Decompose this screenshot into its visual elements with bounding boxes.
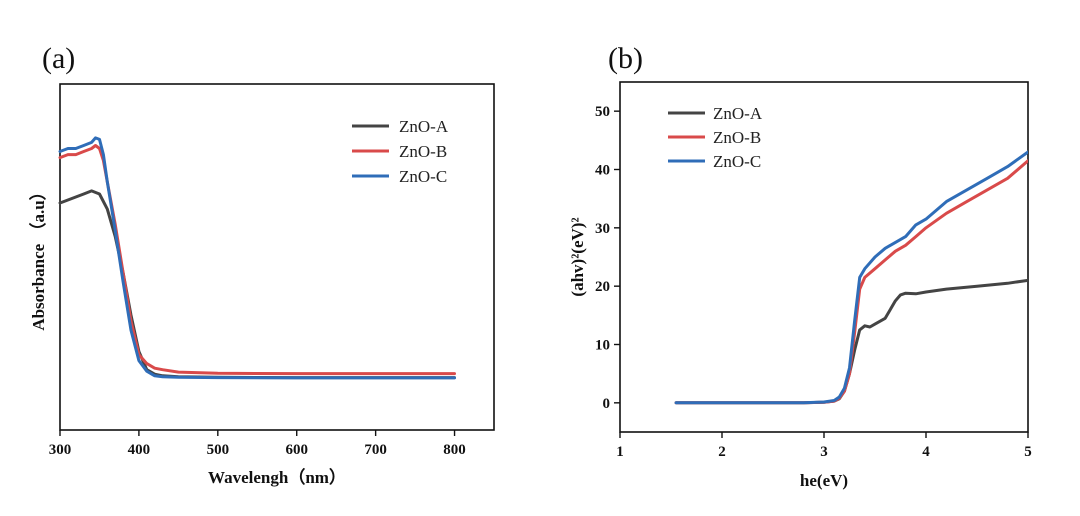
panel-b-legend-label-zno-b: ZnO-B [713, 128, 761, 147]
panel-b-plot-frame [619, 81, 1029, 433]
panel-b-x-tick-label: 2 [718, 444, 726, 460]
panel-b-legend-label-zno-c: ZnO-C [713, 152, 761, 171]
panel-a-x-axis-title: Wavelengh（nm） [208, 467, 346, 487]
panel-a-legend-label-zno-c: ZnO-C [399, 167, 447, 186]
panel-b-y-tick-label: 0 [603, 396, 611, 412]
panel-a-plot-frame [59, 83, 495, 431]
panel-a-legend-label-zno-a: ZnO-A [399, 117, 449, 136]
panel-b-series [674, 150, 1028, 405]
panel-a-x-tick-label: 600 [285, 442, 308, 458]
panel-b-legend: ZnO-A ZnO-B ZnO-C [668, 104, 763, 171]
panel-b-y-tick-label: 10 [595, 338, 610, 354]
panel-a-x-tick-label: 700 [364, 442, 387, 458]
panel-a-legend-label-zno-b: ZnO-B [399, 142, 447, 161]
panel-b-legend-label-zno-a: ZnO-A [713, 104, 763, 123]
panel-b-x-tick-label: 5 [1024, 444, 1032, 460]
panel-a-series [58, 136, 456, 380]
panel-a-x-tick-label: 300 [49, 442, 72, 458]
panel-a-label: (a) [42, 42, 75, 75]
panel-a-series-line-zno-c [58, 136, 456, 380]
panel-b-y-tick-label: 20 [595, 279, 610, 295]
panel-b-y-tick-label: 50 [595, 104, 610, 120]
panel-b-tauc-chart: (b) 1 2 3 4 5 0 10 20 30 40 50 ZnO-A ZnO-B ZnO-C he… [568, 42, 1032, 490]
panel-b-y-axis-title: (ahv)²(eV)² [568, 217, 587, 296]
panel-b-y-tick-label: 30 [595, 221, 610, 237]
panel-a-x-tick-label: 400 [128, 442, 151, 458]
panel-a-y-axis-title: Absorbance （a.u） [28, 183, 48, 330]
panel-b-y-tick-label: 40 [595, 163, 610, 179]
panel-b-x-tick-label: 1 [616, 444, 624, 460]
panel-a-x-tick-label: 500 [207, 442, 230, 458]
panel-b-x-axis-title: he(eV) [800, 471, 848, 490]
panel-a-series-line-zno-a [58, 189, 456, 380]
panel-a-absorbance-chart: (a) 300 400 500 600 700 800 ZnO-A ZnO-B ZnO-C W… [28, 42, 495, 487]
panel-b-label: (b) [608, 42, 643, 75]
panel-b-y-ticks: 0 10 20 30 40 50 [595, 104, 620, 412]
panel-a-x-ticks: 300 400 500 600 700 800 [49, 430, 466, 458]
panel-b-series-line-zno-c [674, 150, 1028, 405]
panel-a-legend: ZnO-A ZnO-B ZnO-C [352, 117, 449, 186]
panel-b-x-tick-label: 3 [820, 444, 828, 460]
panel-b-x-ticks: 1 2 3 4 5 [616, 432, 1032, 460]
panel-a-x-tick-label: 800 [443, 442, 466, 458]
panel-b-x-tick-label: 4 [922, 444, 930, 460]
